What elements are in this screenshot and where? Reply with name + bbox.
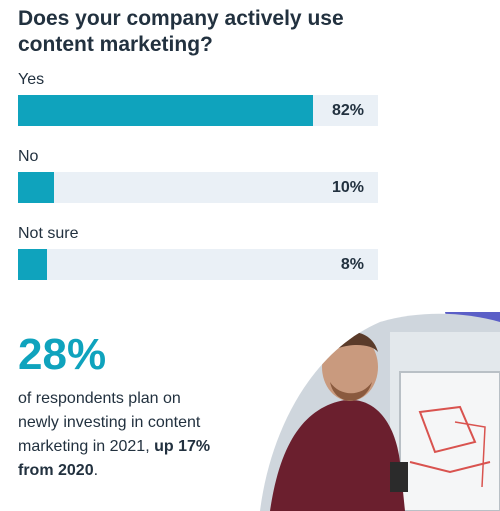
bar bbox=[18, 95, 314, 126]
bar-track: 82% bbox=[18, 95, 378, 126]
chart-title: Does your company actively use content m… bbox=[18, 7, 344, 56]
big-stat-value: 28% bbox=[18, 330, 107, 379]
stat-trailing: . bbox=[93, 462, 99, 479]
bar bbox=[18, 172, 54, 203]
bar-category-label: Not sure bbox=[18, 225, 79, 242]
bar-group: No 10% bbox=[18, 147, 378, 203]
stat-emphasis: up 17% from 2020 bbox=[18, 438, 211, 479]
stat-text-line-1: of respondents plan on bbox=[18, 390, 181, 407]
bar-value-label: 82% bbox=[331, 102, 364, 119]
person-whiteboard-photo bbox=[260, 312, 500, 511]
bar-value-label: 10% bbox=[331, 179, 364, 196]
stat-description: of respondents plan on newly investing i… bbox=[18, 387, 238, 483]
stat-text-line-3: marketing in 2021, bbox=[18, 438, 155, 455]
bar-value-label: 8% bbox=[340, 256, 364, 273]
bar-category-label: No bbox=[18, 148, 39, 165]
bar bbox=[18, 249, 47, 280]
bar-track: 10% bbox=[18, 172, 378, 203]
bar-group: Not sure 8% bbox=[18, 224, 378, 280]
bar-group: Yes 82% bbox=[18, 70, 378, 126]
bar-category-label: Yes bbox=[18, 71, 45, 88]
bar-track: 8% bbox=[18, 249, 378, 280]
stat-text-line-2: newly investing in content bbox=[18, 414, 201, 431]
